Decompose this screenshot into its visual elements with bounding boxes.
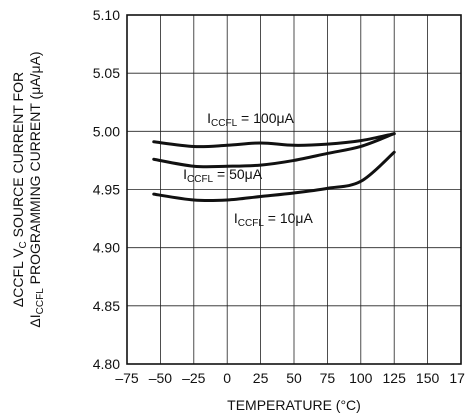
y-axis-title-line2-sub: CCFL — [35, 288, 46, 315]
series-label-100ua-sub: CCFL — [211, 118, 238, 129]
y-tick-label: 4.85 — [93, 298, 120, 314]
y-axis-title-line2-suffix: PROGRAMMING CURRENT (μA/μA) — [27, 51, 43, 288]
x-tick-label: 0 — [223, 370, 231, 386]
x-tick-label: 75 — [320, 370, 336, 386]
x-tick-label: –25 — [182, 370, 206, 386]
series-label-100ua-suffix: = 100μA — [237, 110, 294, 126]
y-tick-label: 4.90 — [93, 240, 120, 256]
series-label-10ua: ICCFL = 10μA — [234, 210, 314, 229]
series-label-100ua: ICCFL = 100μA — [207, 110, 294, 129]
y-tick-labels: 4.80 4.85 4.90 4.95 5.00 5.05 5.10 — [93, 7, 120, 372]
series-label-50ua-prefix: I — [183, 166, 187, 182]
plot-frame — [126, 14, 462, 365]
series-label-10ua-sub: CCFL — [238, 218, 265, 229]
x-tick-label: 175 — [449, 370, 465, 386]
series-label-50ua-suffix: = 50μA — [213, 166, 263, 182]
series-label-50ua: ICCFL = 50μA — [183, 166, 263, 185]
y-axis-title-line2: ΔICCFL PROGRAMMING CURRENT (μA/μA) — [27, 51, 46, 327]
series-line-100ua — [152, 132, 396, 149]
y-tick-label: 5.00 — [93, 123, 120, 139]
series-label-100ua-prefix: I — [207, 110, 211, 126]
y-tick-label: 4.95 — [93, 182, 120, 198]
x-tick-label: 100 — [349, 370, 373, 386]
series-label-10ua-prefix: I — [234, 210, 238, 226]
series-line-50ua — [152, 132, 396, 169]
y-axis-title-line1-sub: C — [18, 241, 29, 248]
x-tick-label: 50 — [286, 370, 302, 386]
x-tick-label: –50 — [149, 370, 173, 386]
y-axis-title: ΔCCFL VC SOURCE CURRENT FOR ΔICCFL PROGR… — [10, 51, 46, 327]
y-axis-title-line1-suffix: SOURCE CURRENT FOR — [10, 72, 26, 241]
x-tick-labels: –75 –50 –25 0 25 50 75 100 125 150 175 — [115, 370, 465, 386]
y-tick-label: 5.10 — [93, 7, 120, 23]
x-axis-title: TEMPERATURE (°C) — [227, 397, 361, 413]
x-tick-label: –75 — [115, 370, 139, 386]
x-tick-label: 125 — [383, 370, 407, 386]
series-label-10ua-suffix: = 10μA — [264, 210, 314, 226]
series-label-50ua-sub: CCFL — [187, 174, 214, 185]
series-lines — [152, 132, 396, 203]
y-axis-title-line2-prefix: ΔI — [27, 314, 43, 327]
x-tick-label: 150 — [416, 370, 440, 386]
y-axis-title-line1: ΔCCFL VC SOURCE CURRENT FOR — [10, 72, 29, 307]
y-tick-label: 5.05 — [93, 65, 120, 81]
y-axis-title-line1-prefix: ΔCCFL V — [10, 248, 26, 307]
x-tick-label: 25 — [253, 370, 269, 386]
y-tick-label: 4.80 — [93, 356, 120, 372]
series-line-10ua — [152, 150, 396, 203]
